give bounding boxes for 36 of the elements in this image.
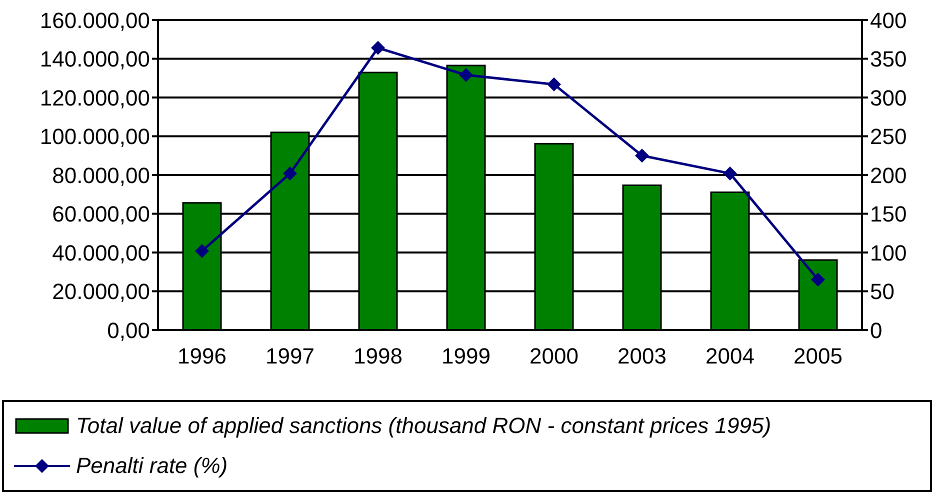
y-tick-label: 80.000,00 — [52, 162, 150, 188]
point — [283, 166, 297, 180]
x-tick-label: 2003 — [618, 344, 666, 369]
y2-tick-label: 200 — [870, 162, 907, 188]
y-tick-label: 60.000,00 — [52, 202, 150, 227]
x-tick-label: 2005 — [794, 344, 842, 369]
y-tick-label: 40.000,00 — [52, 240, 150, 266]
y2-tick-label: 100 — [870, 240, 907, 266]
y-tick-label: 120.000,00 — [40, 85, 150, 110]
x-tick-label: 1996 — [178, 344, 226, 369]
point — [195, 244, 209, 258]
y2-tick-label: 350 — [870, 46, 907, 72]
y2-tick-label: 50 — [870, 279, 894, 304]
x-tick-label: 2000 — [530, 344, 578, 369]
y2-tick-label: 400 — [870, 8, 907, 33]
y-tick-label: 140.000,00 — [40, 46, 150, 72]
y2-tick-label: 150 — [870, 202, 907, 227]
x-tick-label: 1998 — [354, 344, 402, 369]
y-tick-label: 100.000,00 — [40, 124, 150, 150]
point — [371, 40, 385, 55]
point — [459, 68, 473, 82]
y2-tick-label: 300 — [870, 85, 907, 110]
point — [811, 272, 825, 287]
legend-label: Penalti rate (%) — [76, 453, 228, 479]
y2-tick-label: 250 — [870, 124, 907, 150]
y-tick-label: 20.000,00 — [52, 279, 150, 304]
point — [635, 148, 649, 163]
y2-tick-label: 0 — [870, 318, 882, 343]
legend-label: Total value of applied sanctions (thousand RON - constant prices 1995) — [76, 413, 772, 439]
y-tick-label: 0,00 — [107, 318, 150, 343]
x-tick-label: 1999 — [442, 344, 490, 369]
point — [547, 77, 561, 92]
x-tick-label: 1997 — [266, 344, 314, 369]
point — [723, 166, 737, 180]
y-tick-label: 160.000,00 — [40, 8, 150, 33]
x-tick-label: 2004 — [706, 344, 754, 369]
